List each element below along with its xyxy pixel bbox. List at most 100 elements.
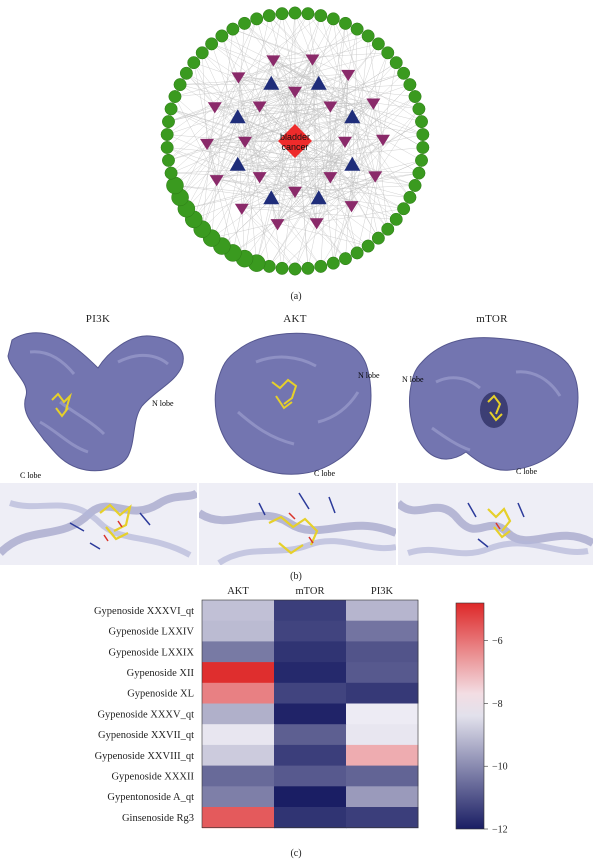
gene-node: [215, 29, 229, 43]
panel-a-caption: (a): [290, 291, 302, 302]
pathway-node: [305, 54, 320, 66]
akt-surface: N lobe C lobe: [214, 332, 380, 478]
gene-node: [195, 46, 209, 60]
gene-node: [339, 252, 352, 266]
heatmap-cell: [346, 641, 419, 663]
pi3k-c-lobe-label: C lobe: [20, 471, 42, 480]
gene-node: [288, 262, 302, 276]
heatmap-cell: [274, 807, 347, 829]
gene-node: [179, 66, 193, 80]
heatmap-cell: [346, 765, 419, 787]
gene-node: [403, 190, 417, 204]
center-node-label-line1: bladder: [280, 132, 310, 142]
heatmap-cell: [274, 703, 347, 725]
panel-b-caption: (b): [290, 571, 302, 582]
gene-node: [416, 128, 430, 141]
gene-node: [326, 256, 340, 270]
gene-node: [164, 102, 178, 116]
gene-node: [408, 90, 422, 103]
pathway-node: [323, 172, 338, 184]
gene-node: [389, 56, 403, 70]
pathway-node: [234, 203, 249, 215]
gene-node: [412, 166, 426, 180]
colorbar-tick-label: −8: [492, 699, 503, 710]
pi3k-n-lobe-label: N lobe: [152, 399, 174, 408]
gene-node: [415, 153, 428, 167]
heatmap-cell: [202, 744, 275, 767]
gene-node: [262, 9, 276, 23]
heatmap-cell: [274, 744, 347, 767]
gene-node: [397, 66, 411, 80]
heatmap-cell: [274, 600, 347, 622]
gene-node: [205, 37, 219, 51]
akt-n-lobe-label: N lobe: [358, 371, 380, 380]
compound-node: [229, 109, 246, 124]
heatmap-column-label: PI3K: [371, 586, 394, 597]
pathway-node: [266, 55, 281, 67]
heatmap-row-label: Gypenoside XXXVI_qt: [94, 606, 194, 617]
protein-title-pi3k: PI3K: [85, 313, 111, 325]
pathway-node: [309, 218, 324, 230]
gene-node: [326, 12, 340, 26]
bladder-cancer-node: [278, 124, 312, 158]
pathway-node: [338, 136, 352, 148]
gene-node: [173, 78, 187, 92]
gene-node: [416, 141, 430, 154]
heatmap-cell: [346, 703, 419, 725]
pathway-node: [200, 138, 215, 151]
heatmap-row-label: Gypenoside XXVIII_qt: [95, 751, 195, 762]
pathway-node: [209, 175, 224, 187]
heatmap-cell: [346, 724, 419, 746]
gene-node: [238, 16, 251, 30]
gene-node: [187, 56, 201, 70]
gene-node: [164, 166, 178, 180]
gene-node: [314, 259, 328, 273]
gene-node: [301, 261, 315, 275]
heatmap-row-label: Gypenoside LXXIX: [109, 647, 195, 658]
gene-node: [397, 202, 411, 216]
heatmap-cell: [202, 807, 275, 829]
heatmap-cell: [274, 641, 347, 663]
heatmap-cell: [274, 765, 347, 787]
mtor-c-lobe-label: C lobe: [516, 467, 538, 476]
center-node-label-line2: cancer: [281, 142, 308, 152]
heatmap-cell: [202, 724, 275, 746]
gene-node: [226, 22, 240, 36]
pathway-node: [238, 136, 252, 148]
heatmap-cell: [274, 786, 347, 808]
pathway-node: [288, 186, 302, 198]
heatmap-row-label: Ginsenoside Rg3: [122, 813, 194, 824]
gene-node: [301, 7, 315, 21]
gene-node: [339, 16, 352, 30]
gene-node: [371, 37, 385, 51]
pathway-node: [207, 102, 222, 114]
gene-node: [275, 7, 289, 21]
compound-node: [229, 156, 246, 171]
pathway-node: [252, 101, 267, 113]
gene-node: [381, 46, 395, 60]
colorbar-tick-label: −10: [492, 762, 508, 773]
colorbar-tick-label: −12: [492, 825, 508, 836]
gene-node: [166, 176, 184, 195]
compound-node: [310, 75, 327, 90]
heatmap-cell: [202, 765, 275, 787]
pathway-node: [375, 134, 390, 146]
gene-node: [408, 179, 422, 192]
gene-node: [350, 22, 364, 36]
heatmap-row-label: Gypenoside XXXV_qt: [97, 709, 194, 720]
heatmap-cell: [346, 744, 419, 767]
heatmap-cell: [346, 662, 419, 684]
pi3k-pocket-closeup: [0, 483, 197, 565]
gene-node: [415, 115, 428, 129]
heatmap-row-label: Gypenoside XXXII: [111, 771, 194, 782]
pathway-node: [252, 172, 267, 184]
pathway-node: [344, 201, 359, 213]
gene-node: [314, 9, 328, 23]
panel-c-caption: (c): [290, 848, 302, 859]
heatmap-cell: [202, 703, 275, 725]
compound-node: [263, 190, 280, 205]
gene-node: [162, 153, 175, 167]
gene-node: [403, 78, 417, 92]
gene-node: [389, 212, 403, 226]
pathway-node: [288, 86, 302, 98]
